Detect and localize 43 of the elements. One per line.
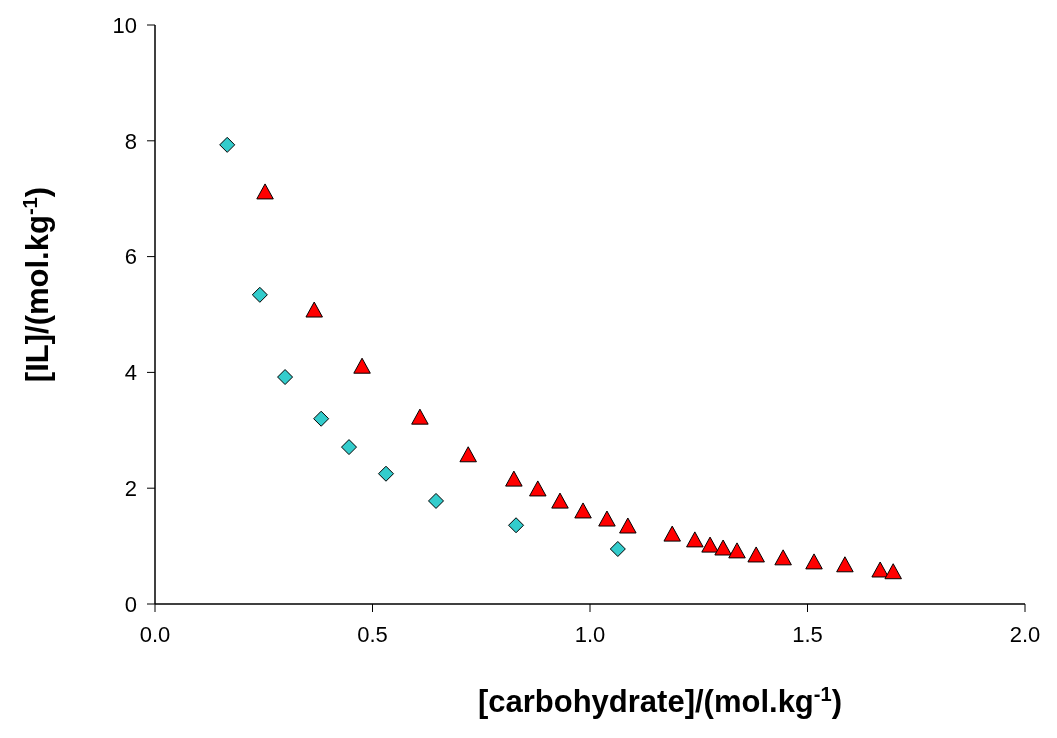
y-tick-label: 4	[124, 360, 137, 386]
point	[609, 541, 626, 557]
y-tick-label: 2	[124, 476, 137, 502]
point	[805, 553, 823, 570]
x-tick-label: 0.0	[139, 621, 171, 647]
point	[313, 410, 330, 427]
y-tick-label: 6	[124, 244, 137, 270]
x-tick-label: 1.5	[792, 621, 823, 647]
x-tick-label: 0.5	[357, 621, 388, 647]
point	[505, 470, 523, 487]
point	[747, 546, 765, 563]
point	[353, 357, 371, 374]
point	[551, 492, 569, 509]
point	[529, 480, 547, 497]
point	[663, 525, 681, 542]
point	[251, 286, 268, 303]
point	[619, 517, 637, 534]
point	[377, 465, 394, 482]
point	[219, 136, 236, 153]
point	[305, 301, 323, 318]
point	[598, 510, 616, 527]
point	[411, 408, 429, 425]
point	[728, 542, 746, 559]
point	[459, 446, 477, 463]
point	[714, 539, 732, 556]
x-axis-title: [carbohydrate]/(mol.kg$^{-1}$)	[477, 683, 843, 719]
point	[256, 183, 274, 200]
x-tick-label: 1.0	[574, 621, 606, 647]
y-tick-label: 10	[112, 12, 137, 38]
y-tick-label: 0	[124, 591, 137, 617]
point	[686, 531, 704, 548]
point	[341, 439, 358, 456]
point	[574, 502, 592, 519]
point	[701, 536, 719, 553]
point	[277, 369, 294, 386]
y-tick-label: 8	[124, 128, 137, 154]
point	[884, 563, 902, 580]
point	[836, 556, 854, 573]
x-tick-label: 2.0	[1009, 621, 1041, 647]
point	[508, 517, 525, 534]
point	[428, 492, 445, 509]
point	[871, 561, 889, 578]
point	[774, 549, 792, 566]
